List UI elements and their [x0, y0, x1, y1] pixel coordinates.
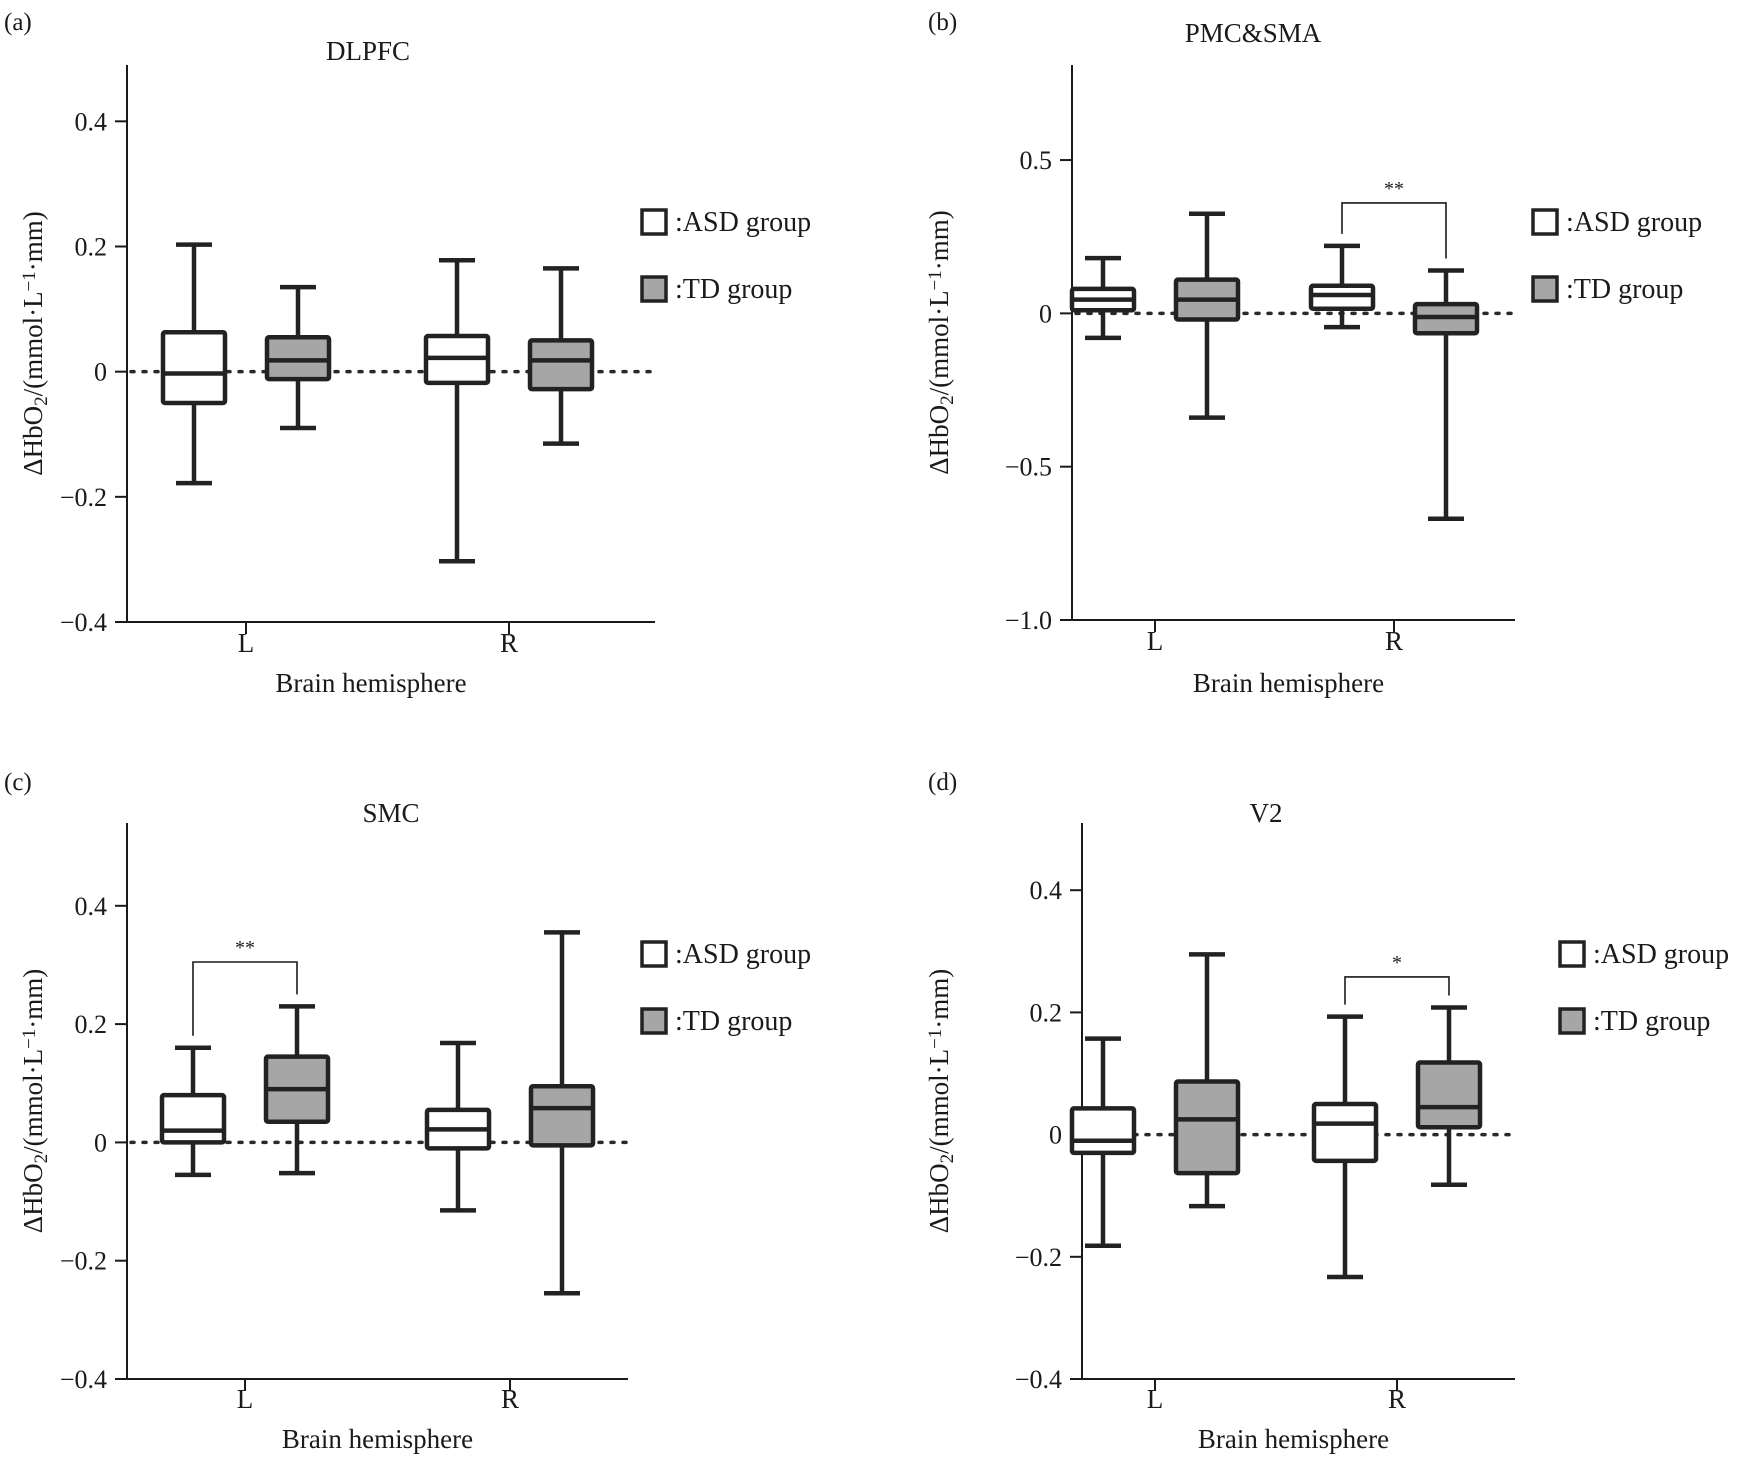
- box-iqr: [1069, 1106, 1137, 1156]
- legend-label-td: :TD group: [1593, 1006, 1710, 1037]
- y-tick-label: −1.0: [1005, 606, 1052, 635]
- y-tick-label: −0.5: [1005, 453, 1052, 482]
- significance-bracket: [1341, 202, 1447, 259]
- significance-bracket: [1344, 976, 1450, 1005]
- td-box: [263, 1004, 331, 1176]
- x-axis-label: Brain hemisphere: [282, 1424, 473, 1454]
- x-tick-label: R: [501, 1384, 519, 1414]
- legend: :ASD group :TD group: [1558, 939, 1729, 1037]
- legend-swatch-td: [1531, 275, 1559, 303]
- legend-swatch-asd: [1531, 208, 1559, 236]
- box-iqr: [1173, 1079, 1241, 1176]
- x-tick-label: L: [238, 628, 255, 658]
- asd-box: [1069, 255, 1137, 341]
- y-tick-label: 0.2: [75, 232, 108, 261]
- y-tick-label: −0.4: [1015, 1365, 1062, 1394]
- asd-box: [160, 242, 228, 486]
- chart-title: DLPFC: [326, 36, 410, 66]
- y-tick-label: 0: [1039, 299, 1052, 328]
- y-tick-label: 0: [94, 1128, 107, 1157]
- asd-box: [159, 1045, 227, 1178]
- x-tick-label: L: [1147, 1384, 1164, 1414]
- box-iqr: [159, 1092, 227, 1145]
- chart-title: V2: [1250, 798, 1283, 828]
- legend-swatch-td: [640, 275, 668, 303]
- panel-label: (d): [928, 769, 957, 796]
- legend-swatch-td: [640, 1007, 668, 1035]
- significance-label: **: [235, 937, 255, 959]
- y-tick-label: −0.4: [60, 608, 107, 637]
- legend-label-asd: :ASD group: [1566, 207, 1702, 238]
- box-iqr: [527, 338, 595, 392]
- td-box: [1173, 952, 1241, 1209]
- legend: :ASD group :TD group: [1531, 207, 1702, 305]
- td-box: [264, 284, 332, 431]
- significance-bracket: [192, 961, 298, 1036]
- legend-label-asd: :ASD group: [675, 939, 811, 970]
- legend-label-asd: :ASD group: [675, 207, 811, 238]
- x-tick-label: R: [500, 628, 518, 658]
- legend-swatch-asd: [1558, 940, 1586, 968]
- td-box: [528, 930, 596, 1296]
- y-axis-label: ΔHbO2/(mmol·L−1·mm): [18, 211, 52, 476]
- y-tick-label: 0: [94, 358, 107, 387]
- asd-box: [1308, 243, 1376, 330]
- y-axis-label: ΔHbO2/(mmol·L−1·mm): [924, 969, 958, 1234]
- legend: :ASD group :TD group: [640, 939, 811, 1037]
- chart-title: SMC: [362, 798, 419, 828]
- td-box: [527, 266, 595, 446]
- x-axis-label: Brain hemisphere: [275, 668, 466, 698]
- significance-label: *: [1392, 952, 1402, 974]
- legend-label-td: :TD group: [675, 274, 792, 305]
- box-iqr: [160, 329, 228, 406]
- x-tick-label: R: [1385, 626, 1403, 656]
- legend-label-asd: :ASD group: [1593, 939, 1729, 970]
- chart-panel: (a) DLPFC −0.4 −0.2 0 0.2 0.4 L R Brain hemispher…: [4, 9, 811, 698]
- y-tick-label: −0.2: [1015, 1243, 1062, 1272]
- y-tick-label: 0.4: [75, 107, 108, 136]
- y-tick-label: −0.2: [60, 483, 107, 512]
- box-iqr: [1415, 1060, 1483, 1130]
- y-tick-label: −0.2: [60, 1247, 107, 1276]
- significance-label: **: [1384, 178, 1404, 200]
- chart-panel: (d) V2 −0.4 −0.2 0 0.2 0.4 L R Brain hemisphere ΔH…: [924, 769, 1729, 1454]
- chart-panel: (c) SMC −0.4 −0.2 0 0.2 0.4 L R Brain hemisphere Δ…: [4, 769, 811, 1454]
- legend-swatch-td: [1558, 1007, 1586, 1035]
- legend-label-td: :TD group: [1566, 274, 1683, 305]
- y-tick-label: 0.2: [1030, 998, 1063, 1027]
- y-tick-label: 0.5: [1020, 146, 1053, 175]
- y-tick-label: −0.4: [60, 1365, 107, 1394]
- box-iqr: [1308, 283, 1376, 312]
- legend-swatch-asd: [640, 208, 668, 236]
- x-tick-label: R: [1388, 1384, 1406, 1414]
- legend: :ASD group :TD group: [640, 207, 811, 305]
- asd-box: [1311, 1014, 1379, 1280]
- asd-box: [424, 1040, 492, 1213]
- asd-box: [1069, 1036, 1137, 1249]
- panel-label: (b): [928, 9, 957, 36]
- td-box: [1415, 1005, 1483, 1187]
- box-iqr: [528, 1083, 596, 1148]
- panel-label: (c): [4, 769, 32, 796]
- box-iqr: [1311, 1101, 1379, 1164]
- y-tick-label: 0.4: [75, 892, 108, 921]
- x-tick-label: L: [237, 1384, 254, 1414]
- td-box: [1173, 211, 1241, 420]
- x-axis-label: Brain hemisphere: [1198, 1424, 1389, 1454]
- x-tick-label: L: [1147, 626, 1164, 656]
- td-box: [1412, 268, 1480, 522]
- y-axis-label: ΔHbO2/(mmol·L−1·mm): [18, 969, 52, 1234]
- x-axis-label: Brain hemisphere: [1193, 668, 1384, 698]
- legend-label-td: :TD group: [675, 1006, 792, 1037]
- asd-box: [423, 258, 491, 564]
- chart-title: PMC&SMA: [1185, 18, 1322, 48]
- y-tick-label: 0.2: [75, 1010, 108, 1039]
- y-tick-label: 0.4: [1030, 876, 1063, 905]
- y-tick-label: 0: [1049, 1121, 1062, 1150]
- y-axis-label: ΔHbO2/(mmol·L−1·mm): [924, 210, 958, 475]
- panel-label: (a): [4, 9, 32, 36]
- legend-swatch-asd: [640, 940, 668, 968]
